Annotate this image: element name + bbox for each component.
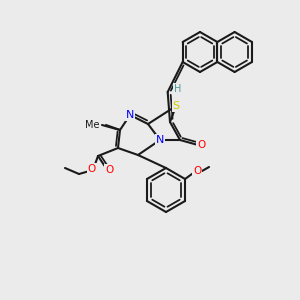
Text: H: H (174, 84, 182, 94)
Text: S: S (172, 101, 180, 111)
Text: O: O (197, 140, 205, 150)
Text: O: O (88, 164, 96, 174)
Text: N: N (126, 110, 134, 120)
Text: O: O (193, 166, 201, 176)
Text: Me: Me (85, 120, 100, 130)
Text: N: N (156, 135, 164, 145)
Text: O: O (105, 165, 113, 175)
